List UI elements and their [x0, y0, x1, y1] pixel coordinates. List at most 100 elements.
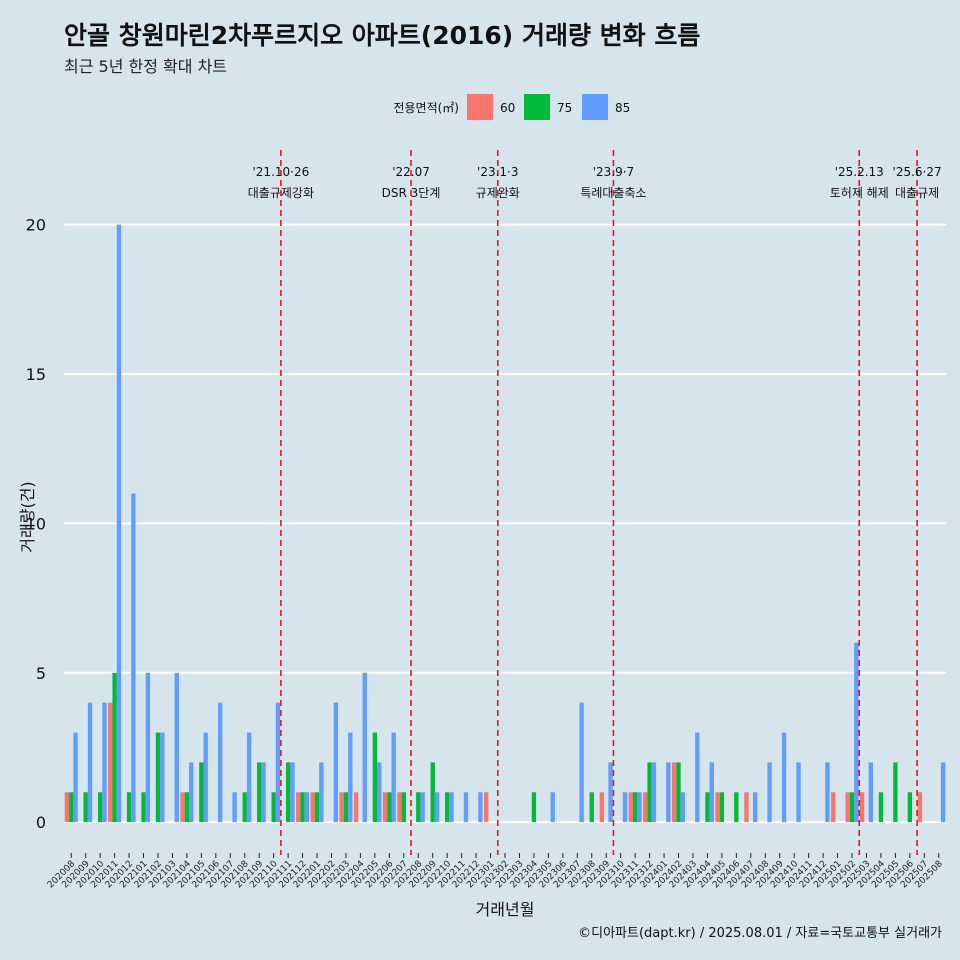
bar-60-202312: [643, 792, 648, 823]
bar-85-202508: [940, 762, 946, 823]
bar-75-202208: [416, 792, 421, 823]
y-axis-title: 거래량(건): [18, 481, 37, 552]
bar-85-202008: [73, 732, 78, 823]
bar-60-202503: [859, 792, 865, 823]
event-date-label: '22.07: [392, 165, 430, 179]
bar-75-202011: [112, 672, 117, 823]
event-lines: '21.10·26 대출규제강화 '22.07 DSR 3단계 '23.1·3 규제완화 '…: [248, 150, 942, 855]
bar-85-202010: [102, 702, 107, 823]
bar-60-202502: [845, 792, 850, 823]
bar-75-202101: [141, 792, 146, 823]
bar-85-202203: [348, 732, 353, 823]
legend: 전용면적(㎡) 60 75 85: [393, 94, 630, 120]
bar-60-202112: [296, 792, 301, 823]
bar-75-202505: [893, 762, 898, 823]
bar-85-202307: [579, 702, 584, 823]
bar-75-202010: [97, 792, 103, 823]
legend-label-85: 85: [615, 101, 630, 115]
bar-85-202410: [796, 762, 801, 823]
bar-75-202506: [907, 792, 913, 823]
legend-label-75: 75: [557, 101, 572, 115]
bar-60-202301: [484, 792, 489, 823]
bar-60-202008: [64, 792, 70, 823]
event-label: 대출규제강화: [248, 186, 314, 200]
bar-75-202207: [401, 792, 406, 823]
bar-75-202012: [126, 792, 132, 823]
bar-75-202502: [849, 792, 855, 823]
bar-75-202205: [372, 732, 378, 823]
bar-85-202305: [550, 792, 555, 823]
bar-60-202311: [628, 792, 633, 823]
bar-75-202304: [531, 792, 537, 823]
bar-85-202104: [189, 762, 194, 823]
bar-85-202212: [478, 792, 483, 823]
bar-85-202110: [275, 702, 281, 823]
bar-85-202105: [203, 732, 208, 823]
bar-85-202011: [116, 224, 122, 823]
bar-85-202407: [752, 792, 758, 823]
bar-85-202412: [825, 762, 830, 823]
y-axis: 0 5 10 15 20: [26, 216, 46, 832]
bar-60-202204: [353, 792, 359, 823]
bar-85-202211: [463, 792, 469, 823]
legend-swatch-85: [582, 94, 608, 120]
bar-75-202105: [199, 762, 204, 823]
bar-75-202210: [444, 792, 450, 823]
bar-85-202210: [449, 792, 454, 823]
bar-85-202401: [666, 762, 671, 823]
bars: [64, 224, 946, 823]
bar-85-202309: [608, 762, 613, 823]
source-caption: ©디아파트(dapt.kr) / 2025.08.01 / 자료=국토교통부 실…: [578, 926, 942, 941]
y-tick-label: 15: [26, 365, 46, 384]
y-tick-label: 10: [26, 514, 46, 533]
bar-75-202110: [271, 792, 276, 823]
bar-60-202407: [744, 792, 749, 823]
bar-75-202104: [184, 792, 190, 823]
bar-85-202403: [695, 732, 700, 823]
bar-85-202208: [420, 792, 425, 823]
bar-75-202312: [647, 762, 652, 823]
bar-85-202101: [145, 672, 151, 823]
bar-85-202206: [391, 732, 396, 823]
bar-75-202008: [69, 792, 74, 823]
bar-75-202108: [242, 792, 247, 823]
bar-85-202009: [87, 702, 93, 823]
event-date-label: '21.10·26: [253, 165, 310, 179]
bar-60-202206: [382, 792, 388, 823]
bar-75-202206: [387, 792, 392, 823]
bar-85-202312: [651, 762, 657, 823]
bar-85-202503: [868, 762, 873, 823]
bar-75-202203: [343, 792, 349, 823]
bar-60-202402: [672, 762, 677, 823]
chart-title: 안골 창원마린2차푸르지오 아파트(2016) 거래량 변화 흐름: [64, 21, 701, 50]
bar-85-202311: [637, 792, 642, 823]
bar-75-202209: [430, 762, 435, 823]
bar-85-202106: [217, 702, 223, 823]
bar-75-202009: [83, 792, 88, 823]
bar-75-202109: [257, 762, 262, 823]
bar-75-202308: [589, 792, 594, 823]
bar-85-202402: [680, 792, 686, 823]
bar-85-202205: [377, 762, 382, 823]
bar-60-202207: [397, 792, 402, 823]
bar-60-202309: [599, 792, 605, 823]
bar-85-202209: [434, 792, 440, 823]
event-date-label: '23.1·3: [477, 165, 518, 179]
bar-75-202402: [676, 762, 681, 823]
bar-75-202112: [300, 792, 305, 823]
bar-60-202203: [339, 792, 344, 823]
bar-60-202104: [180, 792, 185, 823]
bar-60-202501: [831, 792, 836, 823]
bar-85-202310: [622, 792, 628, 823]
bar-60-202507: [917, 792, 923, 823]
bar-85-202103: [174, 672, 179, 823]
bar-75-202405: [719, 792, 725, 823]
bar-60-202011: [108, 702, 113, 823]
event-label: 특례대출축소: [580, 186, 646, 200]
bar-85-202107: [232, 792, 237, 823]
x-axis: 2020082020092020102020112020122021012021…: [46, 853, 945, 890]
chart-subtitle: 최근 5년 한정 확대 차트: [64, 57, 228, 76]
bar-85-202102: [160, 732, 165, 823]
bar-85-202108: [246, 732, 252, 823]
